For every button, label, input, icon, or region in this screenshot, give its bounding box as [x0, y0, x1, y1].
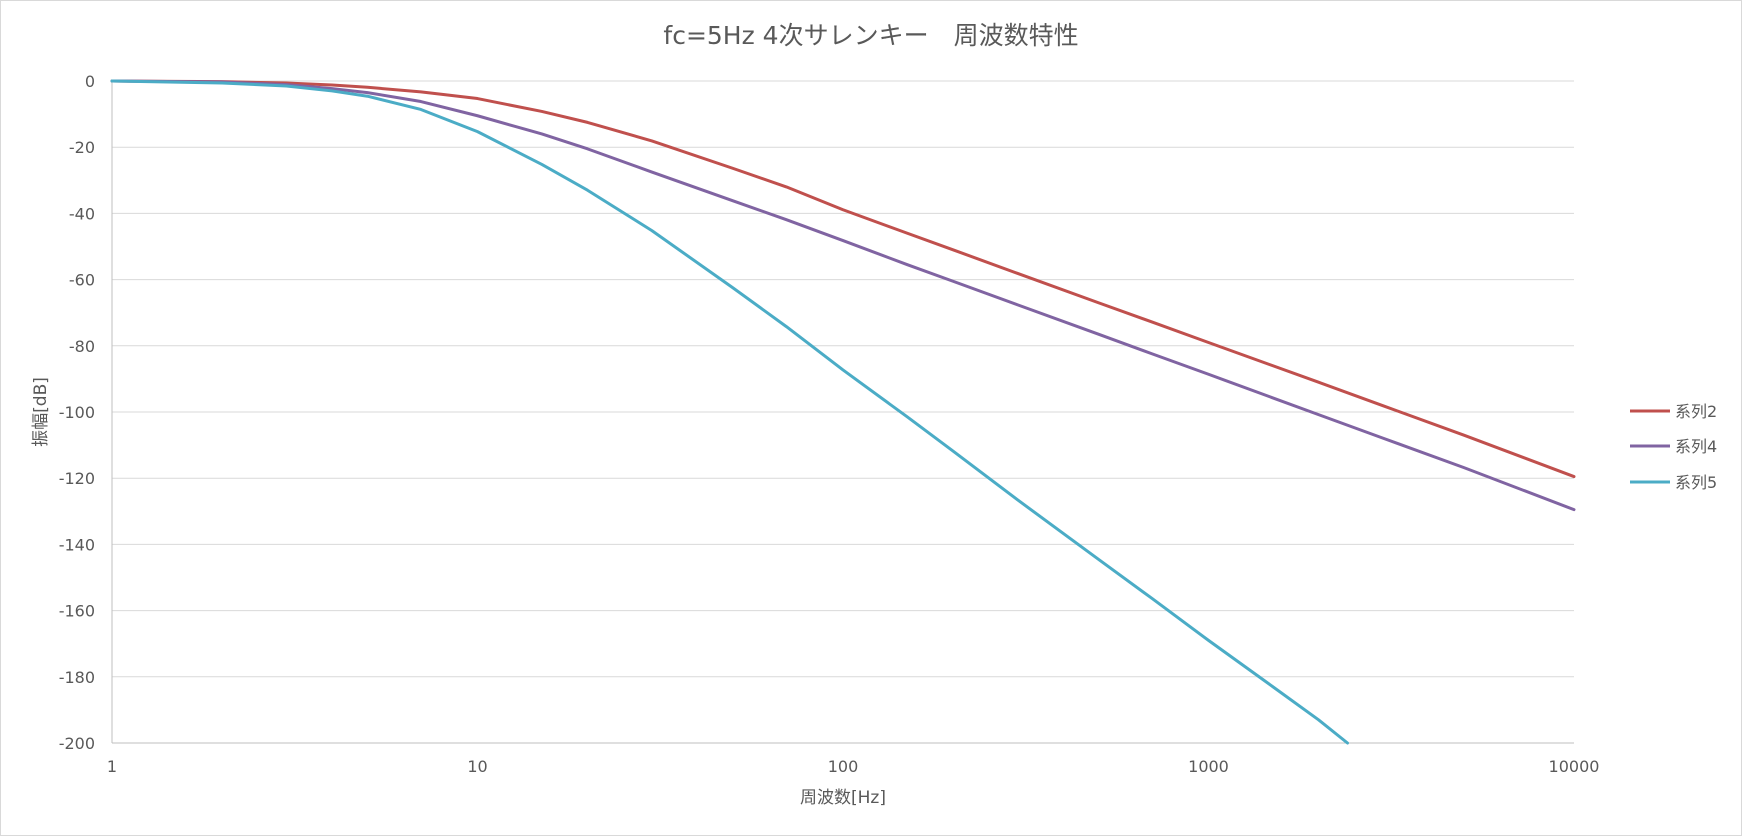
x-tick-label-1: 1: [107, 757, 117, 776]
horizontal-gridlines: [112, 80, 1574, 744]
series-line-系列2: [110, 79, 1576, 479]
y-tick-label-minus-200: -200: [59, 734, 95, 753]
y-axis-title: 振幅[dB]: [31, 377, 51, 447]
x-tick-label-10: 10: [467, 757, 487, 776]
y-tick-label-minus-40: -40: [69, 204, 95, 223]
y-tick-label-minus-140: -140: [59, 535, 95, 554]
legend: 系列2 系列4 系列5: [1630, 402, 1717, 492]
series-line-系列5: [110, 79, 1349, 745]
y-tick-label-minus-120: -120: [59, 469, 95, 488]
y-axis-tick-labels: 0 -20 -40 -60 -80 -100 -120 -140 -160 -1…: [59, 72, 95, 753]
x-axis-title: 周波数[Hz]: [800, 788, 886, 808]
y-tick-label-minus-100: -100: [59, 403, 95, 422]
y-tick-label-minus-160: -160: [59, 602, 95, 621]
chart-title: fc=5Hz 4次サレンキー 周波数特性: [663, 21, 1078, 50]
x-tick-label-10000: 10000: [1549, 757, 1600, 776]
legend-label-系列5: 系列5: [1675, 473, 1717, 492]
x-tick-label-100: 100: [828, 757, 859, 776]
y-tick-label-minus-20: -20: [69, 138, 95, 157]
legend-label-系列4: 系列4: [1675, 437, 1717, 456]
y-tick-label-minus-180: -180: [59, 668, 95, 687]
y-tick-label-minus-60: -60: [69, 271, 95, 290]
x-axis-tick-labels: 1 10 100 1000 10000: [107, 757, 1600, 776]
legend-label-系列2: 系列2: [1675, 402, 1717, 421]
x-tick-label-1000: 1000: [1188, 757, 1229, 776]
series-lines: [110, 79, 1576, 745]
series-line-系列4: [110, 79, 1576, 512]
y-tick-label-minus-80: -80: [69, 337, 95, 356]
y-tick-label-0: 0: [85, 72, 95, 91]
